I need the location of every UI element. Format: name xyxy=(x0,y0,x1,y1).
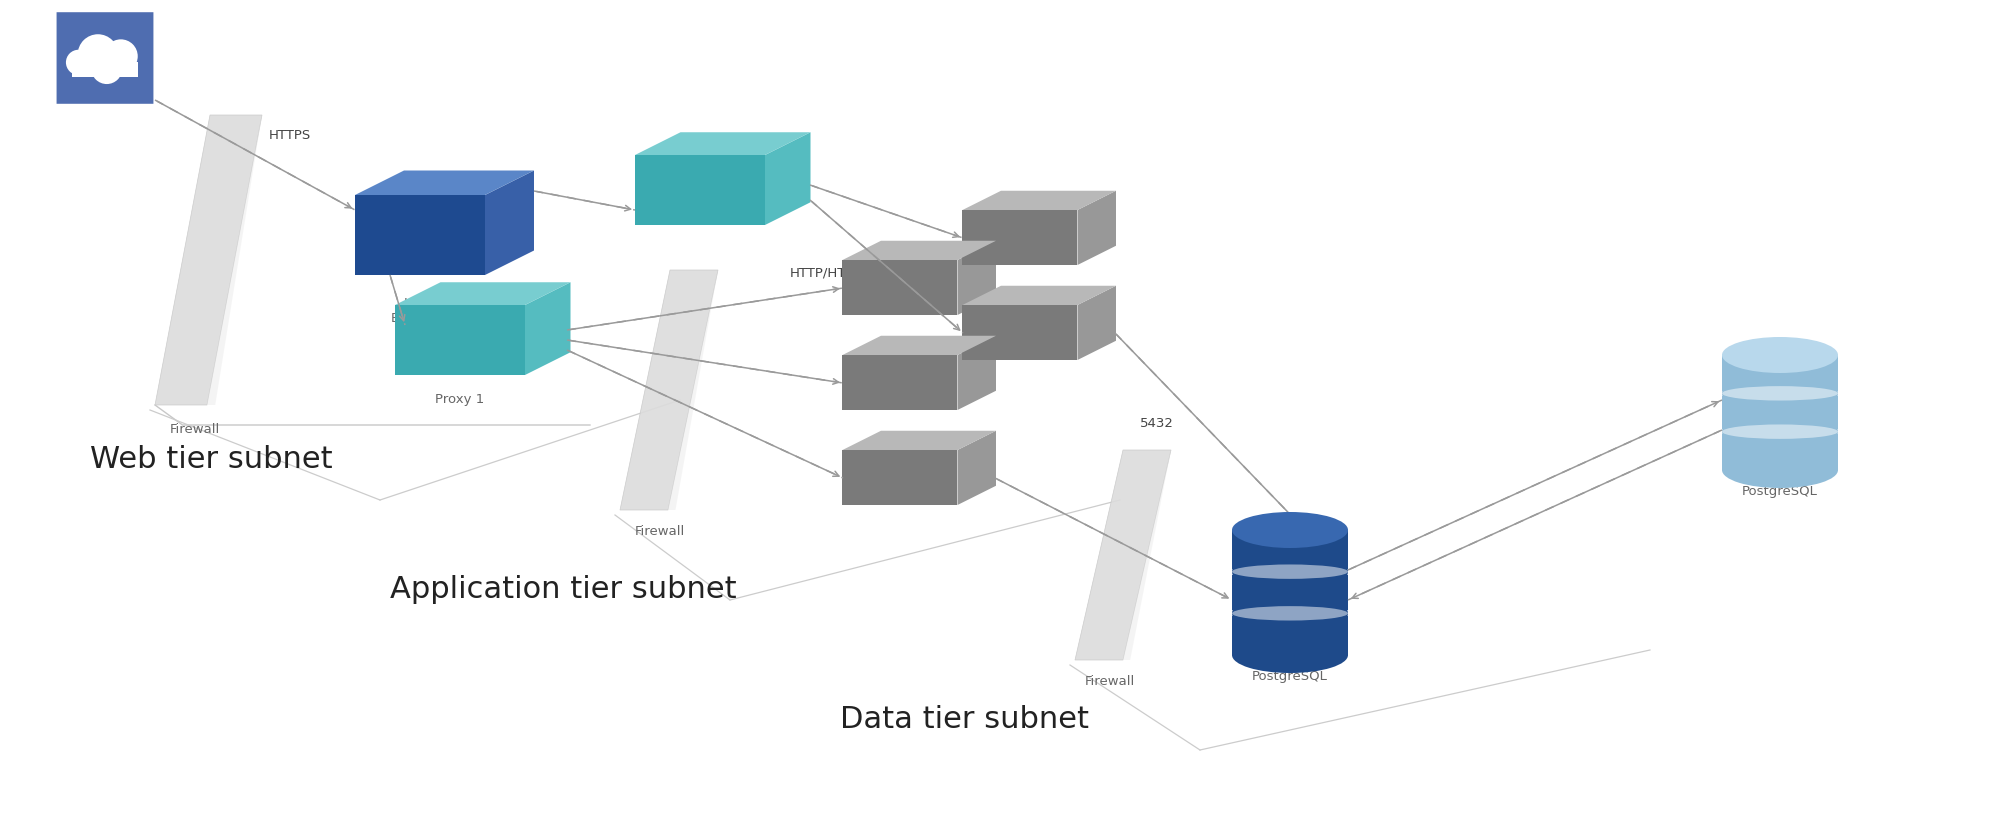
Polygon shape xyxy=(72,63,138,78)
Text: Firewall: Firewall xyxy=(1085,675,1135,688)
Polygon shape xyxy=(841,450,957,505)
Polygon shape xyxy=(619,270,717,510)
Polygon shape xyxy=(841,431,995,450)
Text: HTTPS: HTTPS xyxy=(270,129,312,142)
Polygon shape xyxy=(525,283,569,375)
Polygon shape xyxy=(1720,390,1836,396)
Text: Data tier subnet: Data tier subnet xyxy=(839,706,1089,735)
Polygon shape xyxy=(1231,568,1347,574)
Ellipse shape xyxy=(1720,386,1836,400)
Polygon shape xyxy=(1720,429,1836,435)
Polygon shape xyxy=(356,171,533,195)
Polygon shape xyxy=(396,305,525,375)
Polygon shape xyxy=(1075,450,1171,660)
Circle shape xyxy=(66,49,92,75)
Text: Load
Balancer: Load Balancer xyxy=(390,297,450,325)
Polygon shape xyxy=(486,171,533,275)
Polygon shape xyxy=(635,155,765,225)
Polygon shape xyxy=(961,210,1077,265)
Circle shape xyxy=(104,39,138,73)
Ellipse shape xyxy=(1231,553,1347,589)
Ellipse shape xyxy=(1231,606,1347,620)
Polygon shape xyxy=(667,270,717,510)
Text: Proxy 2: Proxy 2 xyxy=(675,137,723,150)
Polygon shape xyxy=(841,241,995,260)
Polygon shape xyxy=(1077,286,1115,360)
Polygon shape xyxy=(841,336,995,355)
Polygon shape xyxy=(957,241,995,315)
Polygon shape xyxy=(961,305,1077,360)
Polygon shape xyxy=(356,195,486,275)
Text: 5432: 5432 xyxy=(1139,417,1173,430)
Polygon shape xyxy=(765,132,809,225)
Ellipse shape xyxy=(1231,512,1347,548)
Polygon shape xyxy=(208,115,262,405)
Polygon shape xyxy=(961,191,1115,210)
Polygon shape xyxy=(957,431,995,505)
Polygon shape xyxy=(841,260,957,315)
Ellipse shape xyxy=(1720,337,1836,373)
Ellipse shape xyxy=(1720,425,1836,439)
Text: Proxy 1: Proxy 1 xyxy=(436,393,484,406)
Polygon shape xyxy=(957,336,995,410)
Text: Web tier subnet: Web tier subnet xyxy=(90,446,332,475)
Text: Firewall: Firewall xyxy=(170,423,220,436)
Polygon shape xyxy=(156,115,262,405)
Ellipse shape xyxy=(1231,637,1347,673)
Polygon shape xyxy=(841,355,957,410)
Polygon shape xyxy=(1077,191,1115,265)
Ellipse shape xyxy=(1720,375,1836,411)
Polygon shape xyxy=(396,283,569,305)
Text: PostgreSQL: PostgreSQL xyxy=(1251,670,1327,683)
Ellipse shape xyxy=(1231,564,1347,579)
FancyBboxPatch shape xyxy=(56,13,154,104)
Polygon shape xyxy=(1123,450,1171,660)
Polygon shape xyxy=(1231,530,1347,655)
Ellipse shape xyxy=(1231,595,1347,631)
Polygon shape xyxy=(635,132,809,155)
Polygon shape xyxy=(1231,610,1347,616)
Polygon shape xyxy=(1720,355,1836,470)
Ellipse shape xyxy=(1720,414,1836,450)
Text: PostgreSQL: PostgreSQL xyxy=(1740,485,1816,498)
Text: HTTP/HTTPS: HTTP/HTTPS xyxy=(789,267,871,280)
Circle shape xyxy=(92,53,122,84)
Ellipse shape xyxy=(1720,452,1836,488)
Text: Firewall: Firewall xyxy=(635,525,685,538)
Polygon shape xyxy=(961,286,1115,305)
Text: Application tier subnet: Application tier subnet xyxy=(390,575,735,604)
Circle shape xyxy=(78,34,118,74)
